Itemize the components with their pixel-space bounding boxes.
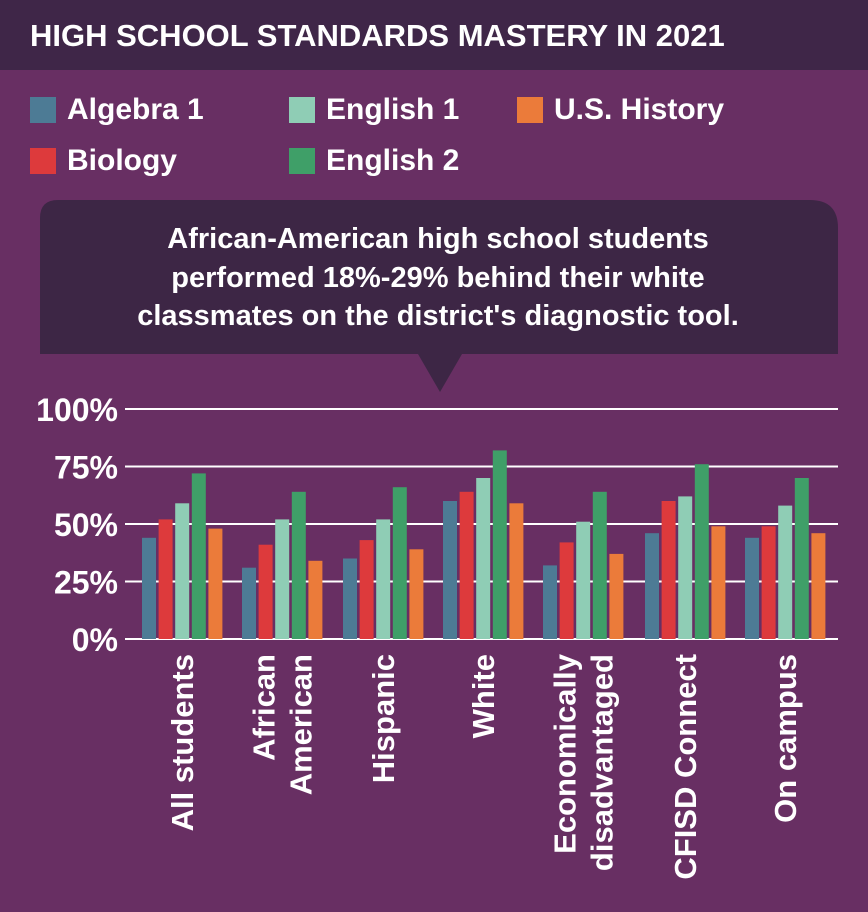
bar <box>678 496 693 639</box>
bar <box>543 565 557 639</box>
bar <box>443 501 457 639</box>
bar <box>158 519 173 639</box>
x-category-label: CFISD Connect <box>668 654 703 880</box>
bar <box>191 473 206 639</box>
x-category-label: Economically disadvantaged <box>548 653 620 871</box>
bar <box>559 542 574 639</box>
bar <box>343 558 357 639</box>
callout-text-line: performed 18%-29% behind their white <box>171 262 704 294</box>
legend-label: English 1 <box>326 93 460 126</box>
callout-text-line: African-American high school students <box>167 223 708 255</box>
bar <box>359 540 374 639</box>
legend-swatch <box>289 97 315 123</box>
bar <box>258 544 273 639</box>
bar <box>661 501 676 639</box>
x-category-label: White <box>466 654 501 738</box>
bar <box>761 526 776 639</box>
callout-box <box>40 200 838 392</box>
bar <box>609 553 624 639</box>
x-category-label: All students <box>165 654 200 831</box>
bars <box>142 450 826 639</box>
legend-item: English 2 <box>289 144 460 177</box>
y-tick-label: 25% <box>54 565 118 601</box>
legend-item: Algebra 1 <box>30 93 204 126</box>
bar <box>275 519 290 639</box>
bar <box>576 521 591 639</box>
legend-swatch <box>289 148 315 174</box>
x-category-label: African American <box>247 654 319 795</box>
legend-label: Biology <box>67 144 177 177</box>
y-tick-label: 50% <box>54 507 118 543</box>
bar <box>409 549 424 639</box>
bar <box>242 567 256 639</box>
x-category-label-line: disadvantaged <box>585 654 620 871</box>
bar <box>711 526 726 639</box>
bar <box>392 487 407 639</box>
bar <box>745 537 759 639</box>
bar <box>592 491 607 639</box>
chart-header: HIGH SCHOOL STANDARDS MASTERY IN 2021 <box>0 0 868 70</box>
y-tick-label: 100% <box>36 392 118 428</box>
bar <box>645 533 659 639</box>
callout: African-American high school students per… <box>40 200 838 392</box>
legend-item: English 1 <box>289 93 460 126</box>
bar <box>509 503 524 639</box>
y-tick-label: 75% <box>54 450 118 486</box>
x-category-label-line: On campus <box>768 654 803 823</box>
bar <box>142 537 156 639</box>
x-category-label-line: CFISD Connect <box>668 654 703 880</box>
bar <box>208 528 223 639</box>
bar <box>175 503 190 639</box>
bar <box>459 491 474 639</box>
bar <box>376 519 391 639</box>
legend-swatch <box>517 97 543 123</box>
chart-title: HIGH SCHOOL STANDARDS MASTERY IN 2021 <box>30 18 725 53</box>
legend-swatch <box>30 148 56 174</box>
bar <box>476 478 491 639</box>
legend-label: Algebra 1 <box>67 93 204 126</box>
x-category-label-line: White <box>466 654 501 738</box>
x-category-label-line: Economically <box>548 653 583 854</box>
legend-swatch <box>30 97 56 123</box>
bar <box>794 478 809 639</box>
legend-item: U.S. History <box>517 93 725 126</box>
x-category-label-line: All students <box>165 654 200 831</box>
legend-item: Biology <box>30 144 177 177</box>
bar <box>291 491 306 639</box>
x-category-label: On campus <box>768 654 803 823</box>
x-category-label-line: African <box>247 654 282 761</box>
x-category-label: Hispanic <box>366 654 401 783</box>
callout-text-line: classmates on the district's diagnostic … <box>137 300 739 332</box>
bar <box>778 505 793 639</box>
y-tick-label: 0% <box>72 622 118 658</box>
legend-label: U.S. History <box>554 93 725 126</box>
x-category-label-line: American <box>284 654 319 795</box>
bar <box>811 533 826 639</box>
bar <box>492 450 507 639</box>
bar <box>694 464 709 639</box>
legend-label: English 2 <box>326 144 460 177</box>
x-category-label-line: Hispanic <box>366 654 401 783</box>
bar <box>308 560 323 639</box>
